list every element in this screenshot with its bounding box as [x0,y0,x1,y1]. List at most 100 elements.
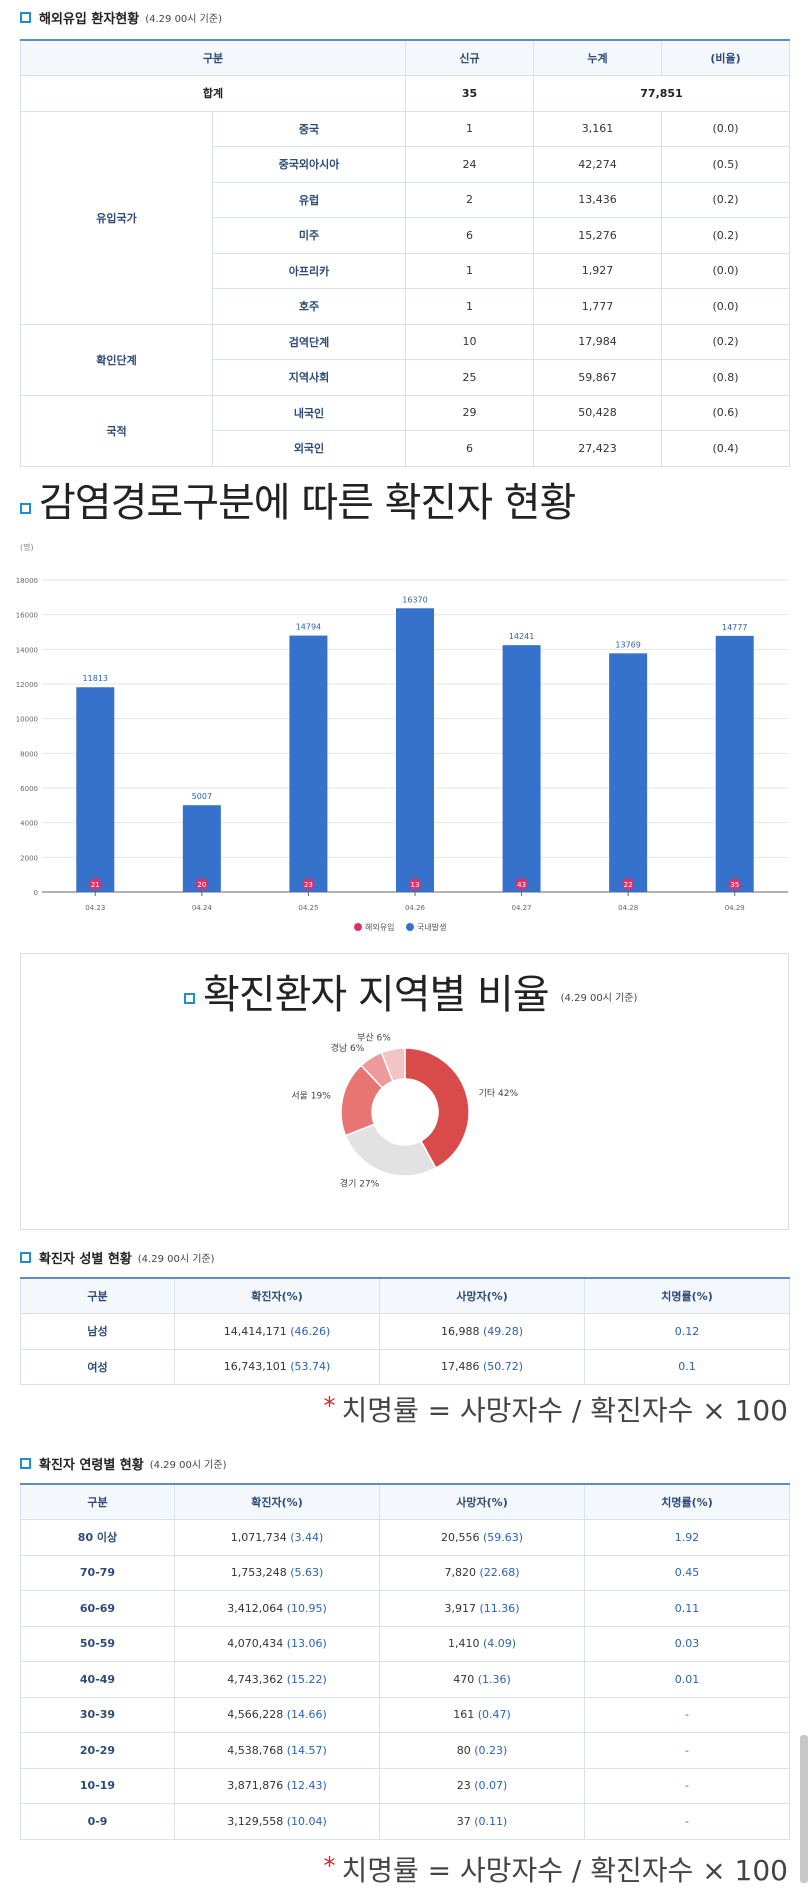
ratio-cell: (0.2) [661,181,790,218]
col-header: 치명률(%) [584,1483,790,1520]
square-bullet-icon [20,502,31,514]
cum-cell: 1,777 [533,288,662,325]
pie-slice-label: 기타 42% [479,1088,519,1099]
bar [76,687,115,892]
import-marker [409,878,421,890]
rate-cell: 0.01 [584,1661,790,1698]
conf-pct: (12.43) [286,1779,327,1793]
import-marker [622,878,635,890]
x-tick-label: 04.27 [512,904,532,912]
death-cell: 7,820 (22.68) [379,1554,585,1591]
row-label: 여성 [20,1348,175,1385]
rate-cell: 0.03 [584,1625,790,1662]
import-table: 구분 신규 누계 (비율) 합계 35 77,851 유입국가 중국 1 3,1… [20,39,790,467]
y-tick-label: 2000 [20,854,38,862]
import-marker [195,878,208,890]
table-row: 호주 1 1,777 (0.0) [21,288,790,325]
import-value-label: 13 [411,881,420,889]
conf-value: 14,414,171 [223,1324,287,1338]
pie-slice [380,1047,406,1083]
death-pct: (11.36) [479,1601,520,1615]
death-value: 161 [453,1708,475,1722]
bar-value-label: 11813 [83,674,108,683]
death-value: 17,486 [440,1360,480,1374]
conf-cell: 16,743,101 (53.74) [174,1348,380,1385]
region-pie-box: 확진환자 지역별 비율 (4.29 00시 기준) 기타 42% 경기 27% 서울… [20,953,789,1230]
death-cell: 470 (1.36) [379,1661,585,1698]
row-label: 40-49 [20,1661,175,1698]
table-row: 남성 14,414,171 (46.26) 16,988 (49.28) 0.1… [20,1313,790,1350]
death-value: 470 [453,1672,475,1686]
table-row: 0-9 3,129,558 (10.04) 37 (0.11) - [20,1803,790,1840]
table-row: 70-79 1,753,248 (5.63) 7,820 (22.68) 0.45 [20,1554,790,1591]
conf-value: 3,871,876 [227,1779,284,1793]
ratio-cell: (0.2) [661,323,790,360]
x-tick-label: 04.28 [618,904,638,912]
conf-value: 3,129,558 [227,1814,284,1828]
new-cell: 24 [405,146,534,183]
cum-cell: 59,867 [533,359,662,396]
ratio-cell: (0.8) [661,359,790,396]
y-tick-label: 8000 [20,750,38,758]
bar-value-label: 14794 [296,623,321,632]
conf-value: 4,566,228 [227,1708,284,1722]
table-row: 미주 6 15,276 (0.2) [21,217,790,254]
import-marker [515,878,528,890]
death-pct: (0.23) [474,1743,508,1757]
death-cell: 1,410 (4.09) [379,1625,585,1662]
group-label: 확인단계 [20,323,213,396]
y-tick-label: 10000 [16,716,38,724]
row-label: 70-79 [20,1554,175,1591]
death-pct: (0.11) [474,1814,508,1828]
conf-value: 4,743,362 [227,1672,284,1686]
row-label: 80 이상 [20,1519,175,1556]
conf-cell: 1,753,248 (5.63) [174,1554,380,1591]
scrollbar-thumb[interactable] [800,1735,808,1883]
rate-cell: - [584,1803,790,1840]
rate-cell: - [584,1732,790,1769]
square-bullet-icon [20,12,31,23]
x-tick-label: 04.26 [405,904,426,912]
table-row: 30-39 4,566,228 (14.66) 161 (0.47) - [20,1696,790,1733]
conf-cell: 4,566,228 (14.66) [174,1696,380,1733]
bar [182,805,221,892]
conf-cell: 1,071,734 (3.44) [174,1519,380,1556]
death-cell: 37 (0.11) [379,1803,585,1840]
conf-pct: (3.44) [290,1530,324,1544]
x-tick-label: 04.25 [298,904,318,912]
table-row: 50-59 4,070,434 (13.06) 1,410 (4.09) 0.03 [20,1625,790,1662]
bar [609,653,648,892]
pie-slice-label: 부산 6% [357,1032,391,1043]
age-formula-text: 치명률 = 사망자수 / 확진자수 × 100 [341,1854,788,1887]
death-cell: 20,556 (59.63) [379,1519,585,1556]
row-label: 20-29 [20,1732,175,1769]
row-label: 50-59 [20,1625,175,1662]
age-table: 구분 확진자(%) 사망자(%) 치명률(%) 80 이상 1,071,734 (… [20,1483,790,1840]
y-tick-label: 14000 [16,646,38,654]
conf-cell: 14,414,171 (46.26) [174,1313,380,1350]
ratio-cell: (0.4) [661,430,790,467]
legend-marker [354,923,362,931]
col-header: 사망자(%) [379,1483,585,1520]
cum-cell: 50,428 [533,394,662,431]
conf-pct: (14.66) [286,1708,327,1722]
new-cell: 29 [405,394,534,431]
death-pct: (50.72) [482,1360,524,1374]
conf-cell: 4,743,362 (15.22) [174,1661,380,1698]
table-row: 유입국가 중국 1 3,161 (0.0) [20,110,790,325]
x-tick-label: 04.24 [192,904,213,912]
table-row: 10-19 3,871,876 (12.43) 23 (0.07) - [20,1767,790,1804]
new-cell: 1 [405,110,534,147]
y-tick-label: 0 [34,889,38,897]
death-pct: (1.36) [477,1672,511,1686]
row-label: 유럽 [212,181,406,218]
col-header: 확진자(%) [174,1483,380,1520]
import-value-label: 22 [624,881,633,889]
asterisk-icon: * [323,1392,336,1420]
y-tick-label: 4000 [20,820,38,828]
col-header: 구분 [20,1483,175,1520]
row-label: 검역단계 [212,323,406,360]
bar-value-label: 5007 [192,792,212,801]
row-label: 호주 [212,288,406,325]
death-value: 80 [456,1743,471,1757]
